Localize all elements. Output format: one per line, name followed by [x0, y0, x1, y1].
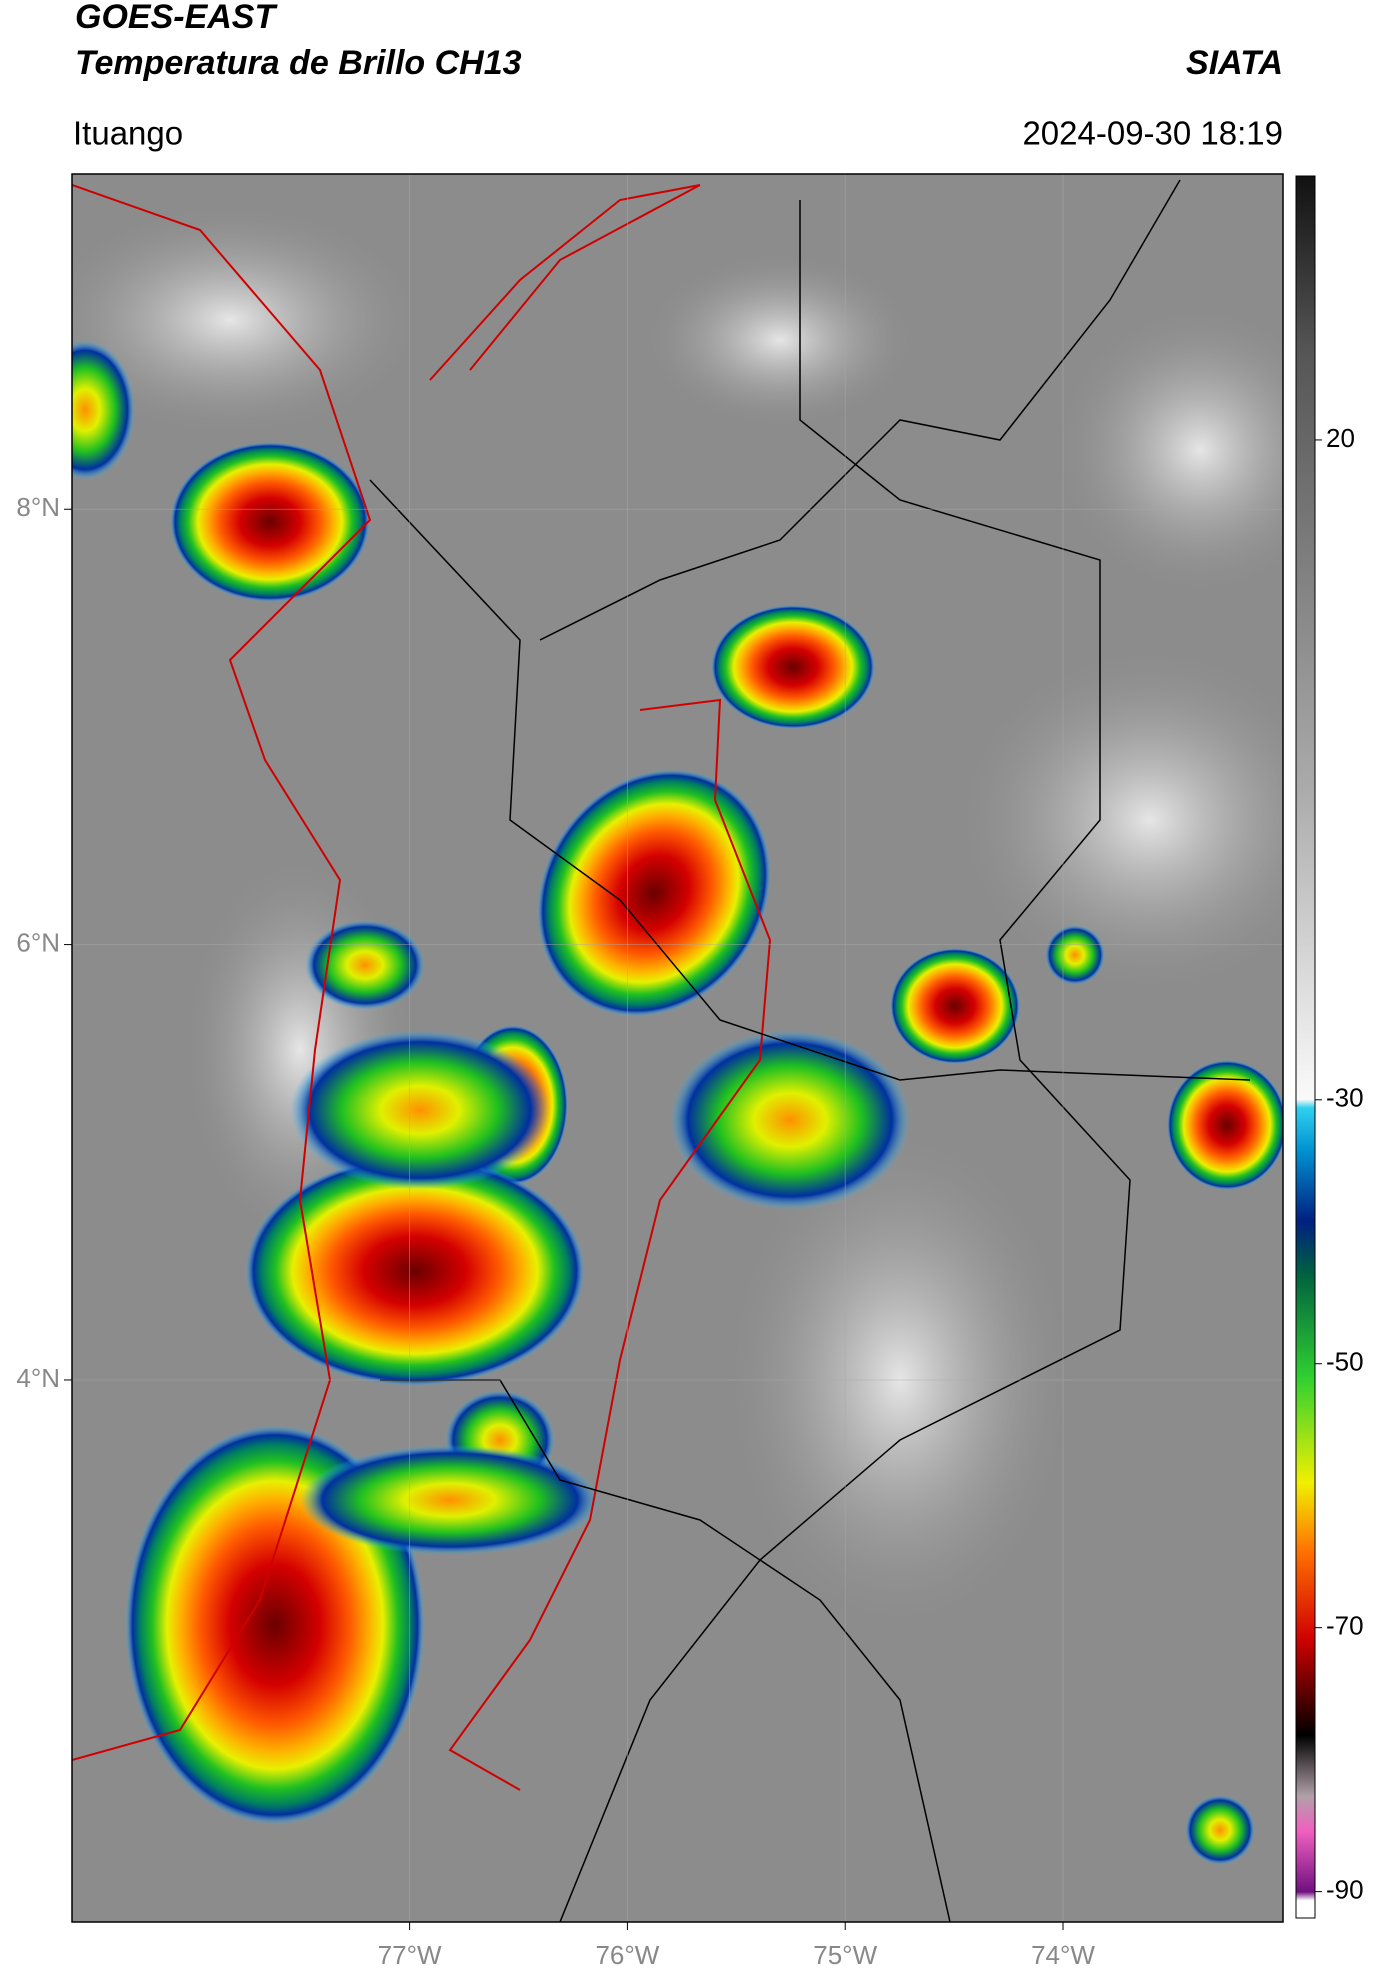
location: Ituango — [73, 115, 183, 152]
storm — [305, 920, 425, 1010]
storm — [170, 442, 370, 602]
storm — [1167, 1060, 1283, 1190]
title: GOES-EAST — [75, 0, 278, 36]
border — [539, 179, 1181, 641]
colorbar-tick-label: -90 — [1326, 1874, 1364, 1904]
storm — [72, 340, 135, 480]
graticule — [72, 174, 1283, 1922]
storm — [537, 769, 771, 1017]
coastline — [72, 184, 372, 1761]
map-imagery — [72, 174, 1283, 1922]
subtitle: Temperatura de Brillo CH13 — [75, 44, 522, 82]
storm — [245, 1156, 585, 1386]
x-tick-label: 76°W — [595, 1940, 659, 1970]
colorbar-tick-label: 20 — [1326, 423, 1355, 453]
y-tick-label: 6°N — [16, 927, 60, 957]
storm — [1185, 1795, 1255, 1865]
y-tick-label: 4°N — [16, 1363, 60, 1393]
map-frame — [71, 173, 1284, 1923]
cloud — [640, 250, 920, 430]
colorbar-tick-label: -30 — [1326, 1083, 1364, 1113]
storm — [300, 1445, 600, 1555]
cloud — [1050, 300, 1283, 600]
storm — [890, 948, 1020, 1064]
colorbar-tick-label: -50 — [1326, 1347, 1364, 1377]
storm — [711, 605, 875, 729]
colorbar — [1295, 175, 1316, 1919]
border — [369, 479, 1251, 1081]
x-tick-label: 74°W — [1031, 1940, 1095, 1970]
storm — [670, 1030, 910, 1210]
x-tick-label: 75°W — [813, 1940, 877, 1970]
timestamp: 2024-09-30 18:19 — [1022, 115, 1283, 152]
storm — [1045, 925, 1105, 985]
cloud — [950, 640, 1283, 1000]
cloud — [72, 200, 430, 440]
source: SIATA — [1186, 44, 1283, 82]
department-border — [448, 698, 772, 1791]
x-tick-label: 77°W — [378, 1940, 442, 1970]
coastline — [429, 184, 701, 381]
y-tick-label: 8°N — [16, 492, 60, 522]
storm — [290, 1030, 550, 1190]
colorbar-tick-label: -70 — [1326, 1611, 1364, 1641]
